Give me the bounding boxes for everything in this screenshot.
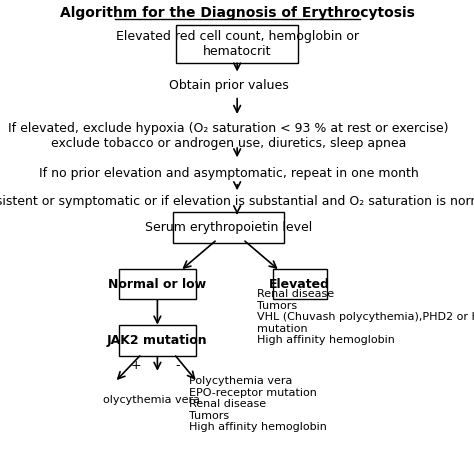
FancyBboxPatch shape [273, 269, 327, 300]
Text: If elevated, exclude hypoxia (O₂ saturation < 93 % at rest or exercise)
exclude : If elevated, exclude hypoxia (O₂ saturat… [9, 122, 449, 150]
FancyBboxPatch shape [119, 325, 196, 356]
FancyBboxPatch shape [176, 25, 299, 63]
Text: Serum erythropoietin level: Serum erythropoietin level [145, 221, 312, 234]
Text: JAK2 mutation: JAK2 mutation [107, 334, 208, 347]
Text: olycythemia vera: olycythemia vera [103, 394, 201, 405]
Text: Polycythemia vera
EPO-receptor mutation
Renal disease
Tumors
High affinity hemog: Polycythemia vera EPO-receptor mutation … [189, 376, 327, 432]
FancyBboxPatch shape [173, 212, 284, 243]
Text: Obtain prior values: Obtain prior values [169, 79, 289, 92]
Text: Renal disease
Tumors
VHL (Chuvash polycythemia),PHD2 or HIF-2α
mutation
High aff: Renal disease Tumors VHL (Chuvash polycy… [257, 289, 474, 345]
Text: Elevated red cell count, hemoglobin or
hematocrit: Elevated red cell count, hemoglobin or h… [116, 30, 359, 58]
Text: If persistent or symptomatic or if elevation is substantial and O₂ saturation is: If persistent or symptomatic or if eleva… [0, 195, 474, 208]
Text: -: - [176, 359, 180, 372]
Text: Elevated: Elevated [269, 278, 330, 291]
FancyBboxPatch shape [119, 269, 196, 300]
Text: +: + [131, 359, 141, 372]
Text: Normal or low: Normal or low [109, 278, 207, 291]
Text: Algorithm for the Diagnosis of Erythrocytosis: Algorithm for the Diagnosis of Erythrocy… [60, 6, 415, 20]
Text: If no prior elevation and asymptomatic, repeat in one month: If no prior elevation and asymptomatic, … [39, 167, 419, 180]
